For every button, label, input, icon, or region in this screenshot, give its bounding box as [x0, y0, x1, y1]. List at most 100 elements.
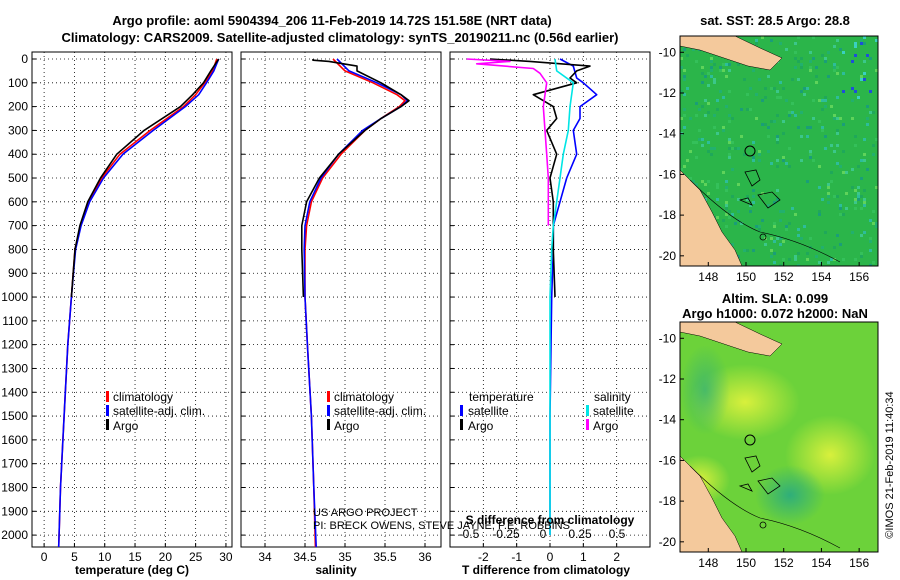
sst-pixel	[800, 57, 803, 60]
sst-pixel	[830, 171, 833, 174]
sst-pixel	[707, 180, 710, 183]
difference-legend: temperature satellite Argo salinity sate…	[460, 390, 634, 433]
sst-pixel	[857, 186, 860, 189]
sst-pixel	[758, 225, 761, 228]
sst-pixel	[794, 258, 797, 261]
depth-tick-label: 600	[8, 195, 28, 209]
sst-map-title: sat. SST: 28.5 Argo: 28.8	[700, 13, 850, 28]
figure-title-line1: Argo profile: aoml 5904394_206 11-Feb-20…	[112, 13, 551, 28]
sst-pixel	[818, 99, 821, 102]
depth-tick-label: 100	[8, 76, 28, 90]
sst-pixel	[725, 75, 728, 78]
coral-reefs	[738, 455, 781, 495]
temperature-panel-frame	[31, 51, 233, 548]
sst-pixel	[872, 111, 875, 114]
depth-tick-label: 700	[8, 219, 28, 233]
map-lon-label: 148	[698, 270, 718, 284]
sst-pixel	[794, 114, 797, 117]
sst-pixel	[722, 96, 725, 99]
sst-pixel	[806, 135, 809, 138]
sst-pixel	[692, 180, 695, 183]
sst-pixel	[776, 138, 779, 141]
sst-pixel	[824, 147, 827, 150]
sst-pixel	[734, 147, 737, 150]
sst-pixel	[752, 159, 755, 162]
legend-climatology-label: climatology	[334, 390, 394, 404]
sst-pixel	[860, 234, 863, 237]
sst-pixel	[695, 183, 698, 186]
sst-pixel	[725, 204, 728, 207]
sst-pixel	[869, 264, 872, 266]
sst-pixel	[788, 114, 791, 117]
sst-pixel	[683, 78, 686, 81]
depth-tick-label: 800	[8, 242, 28, 256]
sst-pixel	[797, 234, 800, 237]
sst-pixel	[737, 183, 740, 186]
map-lat-label: -14	[659, 413, 677, 427]
sst-pixel	[707, 141, 710, 144]
sst-pixel	[773, 201, 776, 204]
sst-pixel	[722, 126, 725, 129]
sst-pixel	[854, 144, 857, 147]
sst-pixel	[869, 57, 872, 60]
sst-pixel	[707, 192, 710, 195]
new-guinea-land	[680, 36, 783, 71]
x-tick-label: 25	[189, 550, 203, 564]
series-line-argo	[300, 59, 410, 298]
sla-map-title: Altim. SLA: 0.099	[722, 291, 828, 306]
salinity-legend: climatology satellite-adj. clim. Argo	[327, 390, 426, 433]
temperature-legend: climatology satellite-adj. clim. Argo	[106, 390, 205, 433]
sst-pixel	[683, 108, 686, 111]
map-lat-label: -12	[659, 372, 677, 386]
sst-pixel	[737, 210, 740, 213]
sst-pixel	[695, 141, 698, 144]
sst-pixel	[845, 192, 848, 195]
sst-pixel	[872, 144, 875, 147]
sst-pixel	[779, 42, 782, 45]
temperature-x-axis: 0 5 10 15 20 25 30	[41, 543, 233, 564]
series-line-satellite-adj-clim-	[57, 58, 220, 548]
reef-marker	[759, 521, 767, 529]
sst-pixel	[782, 240, 785, 243]
sst-pixel	[764, 123, 767, 126]
sst-pixel	[776, 135, 779, 138]
sla-low-anomaly	[680, 345, 730, 435]
sst-pixel	[839, 213, 842, 216]
sst-pixel	[701, 180, 704, 183]
sst-pixel	[860, 159, 863, 162]
sst-pixel	[839, 165, 842, 168]
sst-pixel	[740, 135, 743, 138]
sst-pixel	[695, 114, 698, 117]
sst-pixel	[821, 126, 824, 129]
sst-pixel	[713, 78, 716, 81]
sst-pixel	[845, 171, 848, 174]
salinity-profiles	[300, 58, 410, 548]
sst-pixel	[731, 117, 734, 120]
sst-pixel	[779, 243, 782, 246]
legend-temp-argo-swatch	[460, 419, 463, 430]
sst-pixel	[764, 96, 767, 99]
sst-pixel	[794, 42, 797, 45]
sst-pixel	[782, 87, 785, 90]
sst-pixel	[773, 261, 776, 264]
sst-pixel	[824, 96, 827, 99]
sst-pixel	[761, 99, 764, 102]
sst-pixel	[812, 99, 815, 102]
sst-pixel	[833, 63, 836, 66]
sst-pixel	[710, 153, 713, 156]
sst-pixel	[842, 258, 845, 261]
x-tick-label: 0	[547, 550, 554, 564]
sst-pixel	[773, 222, 776, 225]
bathymetry-contour	[689, 179, 841, 263]
sst-pixel	[767, 204, 770, 207]
sst-pixel	[713, 81, 716, 84]
sst-pixel	[683, 75, 686, 78]
depth-tick-label: 1400	[1, 385, 28, 399]
sst-pixel	[854, 54, 857, 57]
sst-pixel	[827, 261, 830, 264]
sst-pixel	[710, 75, 713, 78]
sst-pixel	[839, 243, 842, 246]
sst-pixel	[797, 60, 800, 63]
sst-pixel	[833, 246, 836, 249]
sst-pixel	[842, 51, 845, 54]
